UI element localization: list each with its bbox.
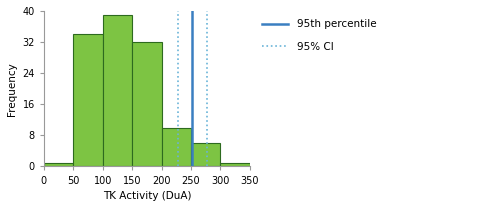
Bar xyxy=(44,163,74,166)
Bar xyxy=(220,163,250,166)
Bar xyxy=(102,15,132,166)
X-axis label: TK Activity (DuA): TK Activity (DuA) xyxy=(102,191,191,201)
Y-axis label: Frequency: Frequency xyxy=(7,62,17,116)
Bar xyxy=(132,42,162,166)
Bar xyxy=(162,128,191,166)
Bar xyxy=(74,34,102,166)
Bar xyxy=(191,143,220,166)
Legend: 95th percentile, 95% CI: 95th percentile, 95% CI xyxy=(259,16,380,55)
